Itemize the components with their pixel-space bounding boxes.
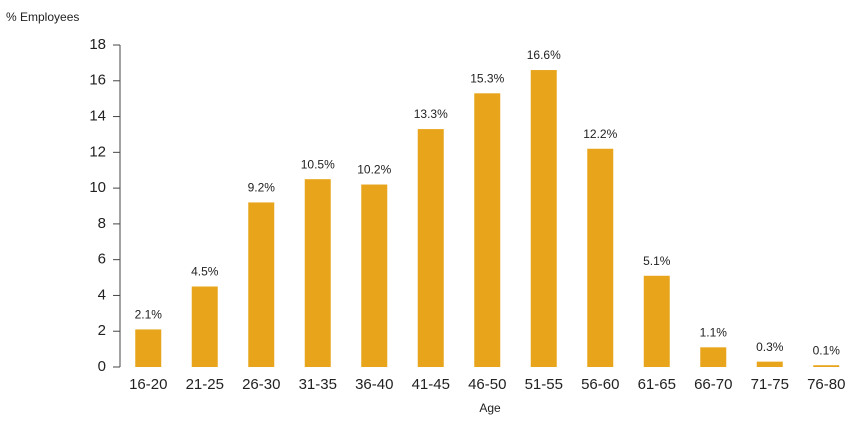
- y-tick-label: 8: [98, 215, 106, 232]
- y-tick-label: 16: [89, 72, 106, 89]
- x-tick-label: 46-50: [468, 376, 506, 393]
- bar: [304, 179, 331, 367]
- x-tick-label: 61-65: [638, 376, 676, 393]
- y-tick-label: 14: [89, 108, 106, 125]
- y-tick-label: 6: [98, 251, 106, 268]
- x-tick-label: 66-70: [694, 376, 732, 393]
- y-tick-label: 10: [89, 179, 106, 196]
- x-tick-label: 21-25: [186, 376, 224, 393]
- data-label: 9.2%: [248, 181, 276, 195]
- y-tick-label: 4: [98, 286, 106, 303]
- bar: [135, 329, 162, 367]
- bar: [248, 202, 275, 367]
- data-label: 1.1%: [700, 325, 728, 339]
- bar: [361, 184, 388, 367]
- data-label: 0.1%: [813, 343, 841, 357]
- bar: [530, 70, 557, 368]
- x-tick-label: 76-80: [807, 376, 845, 393]
- data-label: 2.1%: [135, 308, 163, 322]
- x-tick-label: 16-20: [129, 376, 167, 393]
- x-tick-label: 71-75: [751, 376, 789, 393]
- x-tick-label: 41-45: [412, 376, 450, 393]
- bar: [191, 286, 218, 367]
- data-label: 12.2%: [583, 127, 617, 141]
- bar: [587, 148, 614, 367]
- y-tick-label: 0: [98, 358, 106, 375]
- x-tick-label: 51-55: [525, 376, 563, 393]
- bar: [700, 347, 727, 367]
- y-tick-label: 18: [89, 36, 106, 53]
- data-label: 16.6%: [527, 48, 561, 62]
- bar: [417, 129, 444, 367]
- y-tick-label: 2: [98, 322, 106, 339]
- bar: [474, 93, 501, 368]
- bar: [813, 365, 840, 367]
- x-tick-label: 36-40: [355, 376, 393, 393]
- bar: [756, 361, 783, 367]
- data-label: 13.3%: [414, 107, 448, 121]
- x-tick-label: 31-35: [299, 376, 337, 393]
- y-tick-label: 12: [89, 143, 106, 160]
- x-tick-label: 26-30: [242, 376, 280, 393]
- y-axis-title: % Employees: [6, 10, 79, 24]
- data-label: 4.5%: [191, 265, 219, 279]
- data-label: 0.3%: [756, 340, 784, 354]
- data-label: 15.3%: [470, 71, 504, 85]
- x-axis-title: Age: [479, 401, 501, 415]
- data-label: 10.5%: [301, 157, 335, 171]
- x-tick-label: 56-60: [581, 376, 619, 393]
- data-label: 5.1%: [643, 254, 671, 268]
- bar: [643, 275, 670, 367]
- data-label: 10.2%: [357, 163, 391, 177]
